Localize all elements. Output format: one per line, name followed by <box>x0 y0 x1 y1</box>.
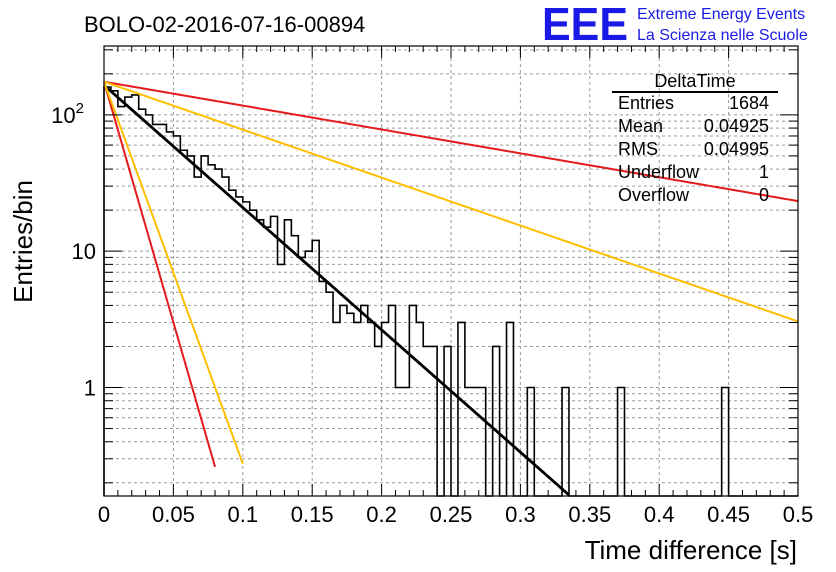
y-tick-label-0: 1 <box>84 376 96 401</box>
stats-value-1: 0.04925 <box>704 116 769 136</box>
x-tick-label-9: 0.45 <box>707 502 750 527</box>
stats-label-0: Entries <box>618 93 674 113</box>
x-tick-label-10: 0.5 <box>783 502 814 527</box>
eee-logo: EEE Extreme Energy Events La Scienza nel… <box>542 0 808 50</box>
histogram-bars <box>103 86 798 497</box>
stats-label-2: RMS <box>618 139 658 159</box>
axis-ticks <box>103 46 799 496</box>
logo-mark: EEE <box>542 0 628 50</box>
chart-title: BOLO-02-2016-07-16-00894 <box>84 12 365 37</box>
x-tick-label-0: 0 <box>98 502 110 527</box>
stats-label-1: Mean <box>618 116 663 136</box>
stats-value-3: 1 <box>759 162 769 182</box>
logo-line1: Extreme Energy Events <box>637 6 805 23</box>
x-tick-label-2: 0.1 <box>228 502 259 527</box>
fit-curve-3 <box>103 80 799 203</box>
y-tick-label-2: 102 <box>51 100 84 128</box>
x-tick-label-8: 0.4 <box>644 502 675 527</box>
stats-value-0: 1684 <box>729 93 769 113</box>
y-tick-label-exponent-2: 2 <box>76 100 84 117</box>
x-axis-label: Time difference [s] <box>585 535 797 565</box>
y-tick-labels: 1 10 102 <box>51 100 96 401</box>
x-tick-label-3: 0.15 <box>291 502 334 527</box>
stats-value-2: 0.04995 <box>704 139 769 159</box>
fit-curves <box>103 80 799 497</box>
stats-label-4: Overflow <box>618 185 690 205</box>
fit-curve-1 <box>103 81 217 468</box>
stats-title: DeltaTime <box>654 71 735 91</box>
stats-value-4: 0 <box>759 185 769 205</box>
x-tick-label-6: 0.3 <box>505 502 536 527</box>
fit-curve-0 <box>103 84 570 497</box>
x-tick-label-4: 0.2 <box>366 502 397 527</box>
y-tick-label-1: 10 <box>72 239 96 264</box>
x-tick-label-5: 0.25 <box>430 502 473 527</box>
logo-line2: La Scienza nelle Scuole <box>637 27 808 44</box>
fit-curve-2 <box>103 81 244 465</box>
histogram <box>103 86 798 497</box>
y-axis-label: Entries/bin <box>8 180 38 303</box>
fit-curve-4 <box>103 80 799 323</box>
x-tick-label-7: 0.35 <box>568 502 611 527</box>
x-tick-labels: 0 0.05 0.1 0.15 0.2 0.25 0.3 0.35 0.4 0.45 0.5 <box>98 502 813 527</box>
x-tick-label-1: 0.05 <box>152 502 195 527</box>
stats-label-3: Underflow <box>618 162 700 182</box>
